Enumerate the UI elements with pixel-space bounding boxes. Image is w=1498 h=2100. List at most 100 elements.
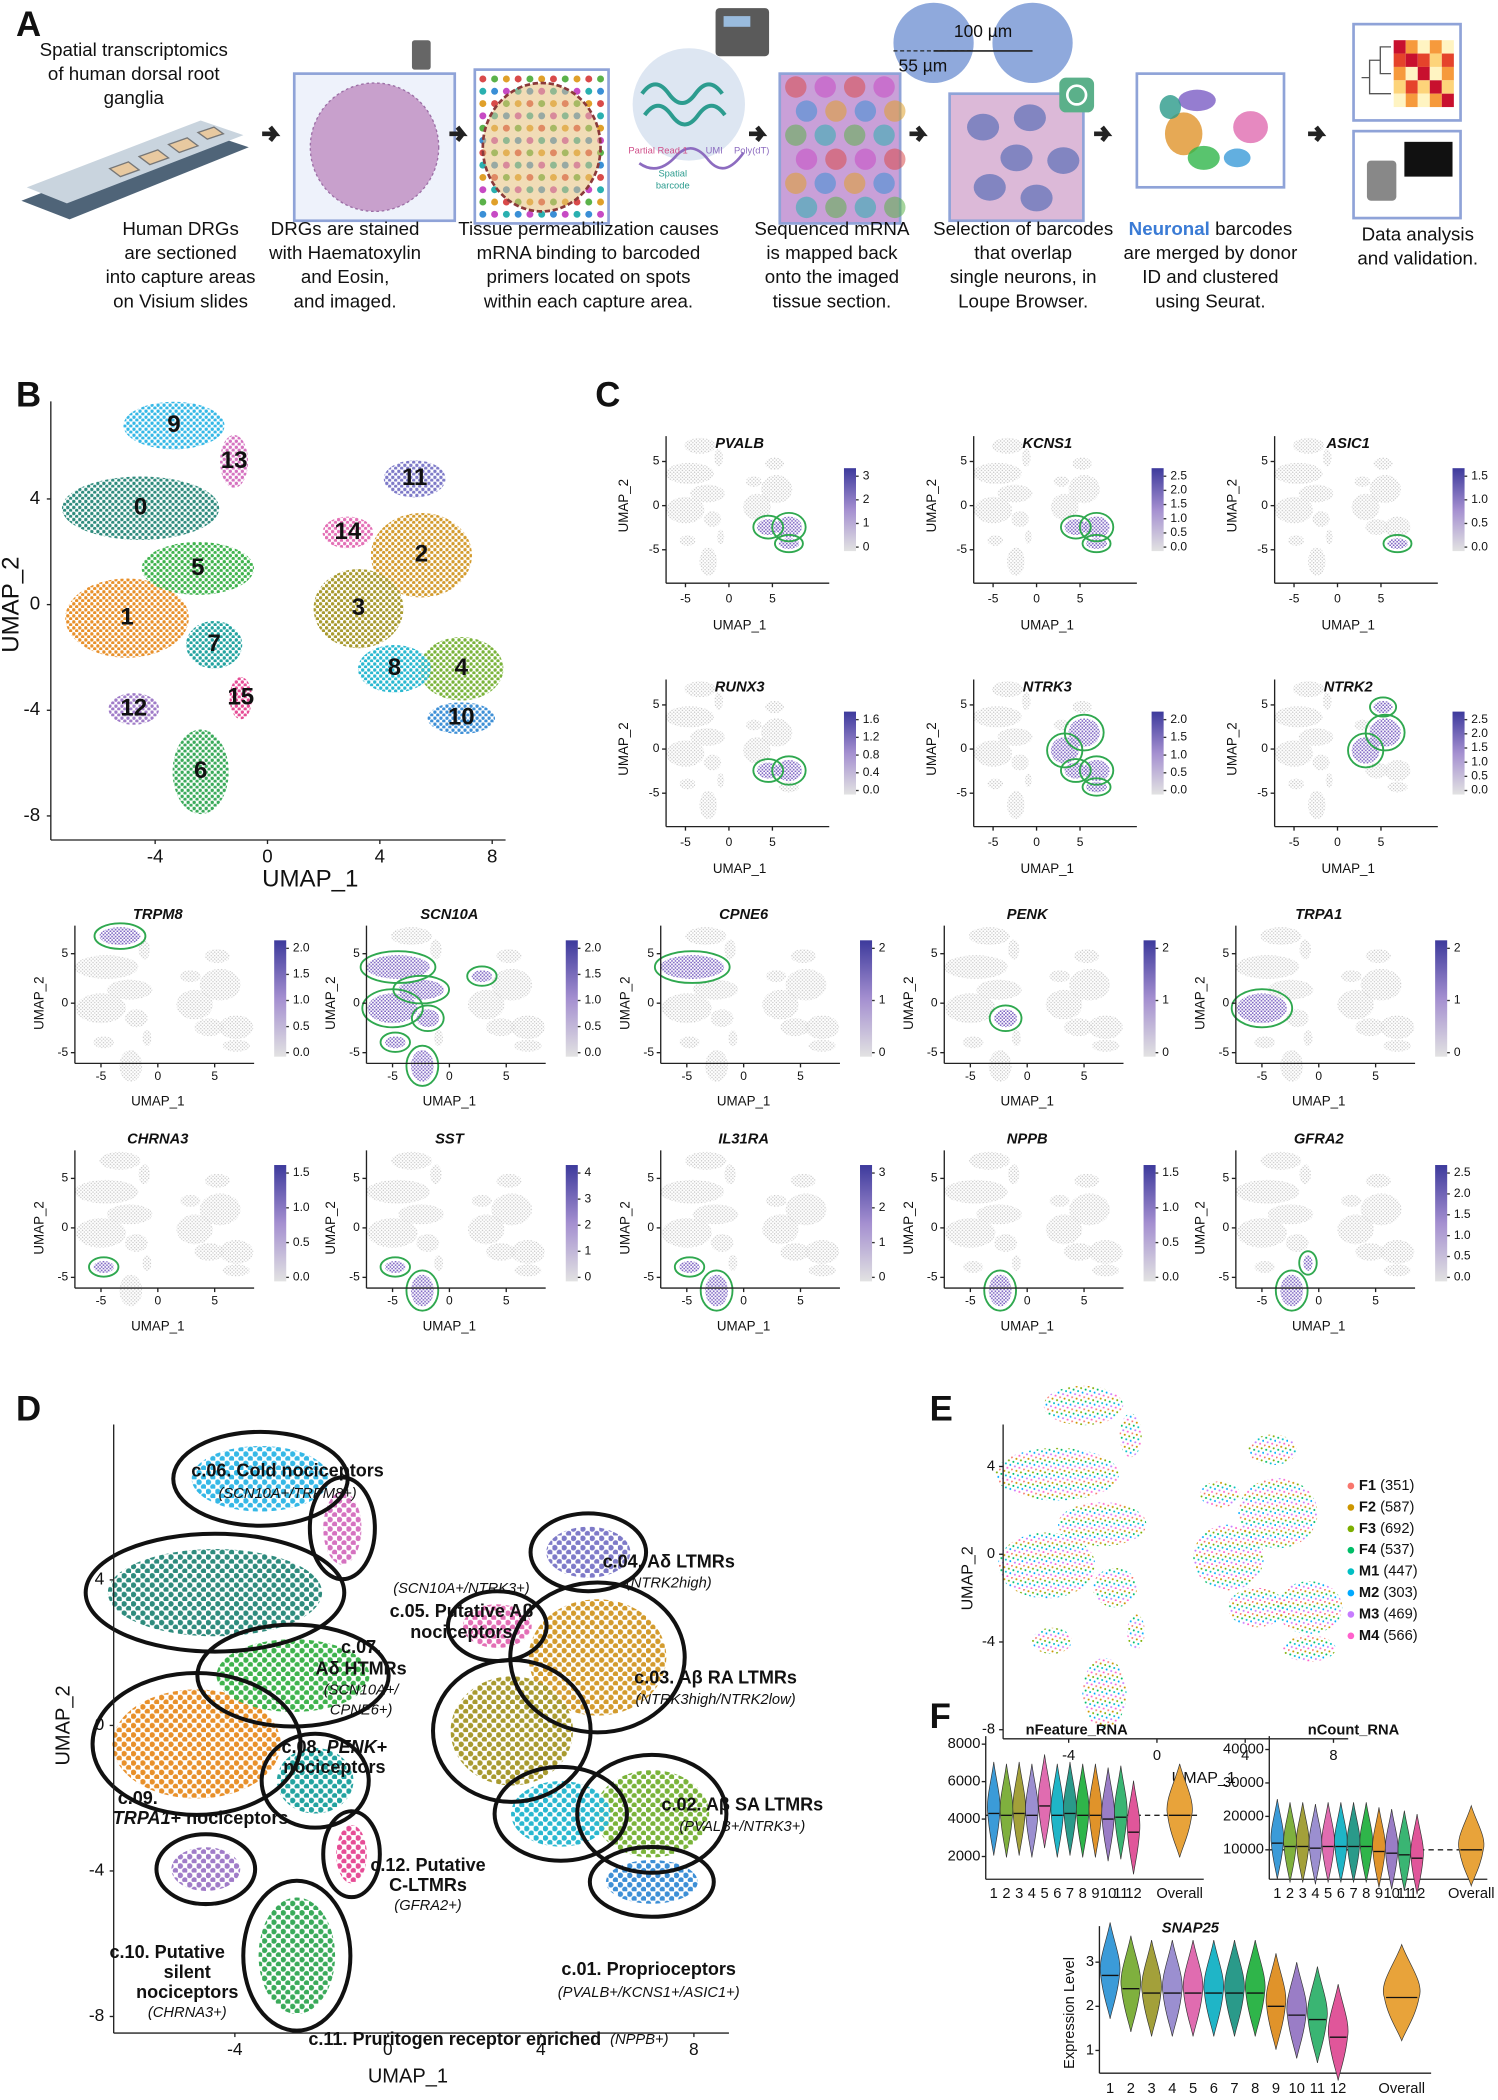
annotation: CPNE6+) <box>330 1703 393 1719</box>
legend-marker <box>1347 1568 1355 1575</box>
heat-cell <box>1429 80 1442 94</box>
expression-cloud <box>699 547 717 576</box>
expression-cloud <box>987 778 1004 790</box>
panel-letter: D <box>16 1390 41 1428</box>
scale-label: 100 µm <box>954 21 1012 41</box>
expression-cloud <box>1011 1255 1021 1271</box>
gene-title: NTRK2 <box>1324 679 1374 695</box>
x-tick-label: 8 <box>1362 1886 1370 1902</box>
colorbar-tick-label: 1.0 <box>1454 1228 1471 1242</box>
expression-cloud <box>988 1050 1012 1082</box>
expression-cloud <box>416 1009 440 1028</box>
step-caption: using Seurat. <box>1155 290 1265 311</box>
expression-cloud <box>665 462 714 485</box>
legend-count: (537) <box>1380 1542 1414 1558</box>
donor-cloud <box>1127 1614 1145 1650</box>
colorbar-tick-label: 2.0 <box>1170 483 1187 497</box>
x-axis-label: UMAP_1 <box>1000 1094 1053 1109</box>
cluster-outline <box>405 1044 440 1087</box>
cluster-outline <box>93 922 147 950</box>
x-tick-label: 1 <box>1106 2081 1114 2097</box>
tissue-outline <box>481 81 602 213</box>
violin <box>1270 1798 1285 1880</box>
expression-cloud <box>514 1039 542 1052</box>
colorbar <box>1151 468 1164 552</box>
y-tick-label: 0 <box>1222 1220 1229 1234</box>
expression-cloud <box>1254 1036 1275 1049</box>
expression-cloud <box>1360 1193 1402 1226</box>
y-axis-label: UMAP_2 <box>1193 976 1208 1029</box>
cluster-label: 0 <box>134 494 147 521</box>
cell <box>1013 104 1046 132</box>
x-tick-label: 7 <box>1349 1886 1357 1902</box>
spot <box>479 87 487 95</box>
x-axis-label: UMAP_1 <box>131 1094 184 1109</box>
expression-cloud <box>743 737 772 764</box>
mapped-spot <box>814 76 836 98</box>
expression-cloud <box>434 1030 444 1047</box>
heat-cell <box>1429 93 1442 108</box>
expression-cloud <box>491 968 533 1001</box>
expression-cloud <box>138 939 150 960</box>
spot <box>479 112 487 120</box>
expression-cloud <box>1236 1218 1287 1248</box>
annotation: c.03. Aβ RA LTMRs <box>634 1667 797 1687</box>
expression-cloud <box>514 1264 542 1277</box>
step-caption: barcodes <box>1215 218 1292 239</box>
x-tick-label: 5 <box>1077 591 1084 605</box>
mapped-spot <box>814 172 836 194</box>
expression-cloud <box>684 437 716 454</box>
cluster-cloud <box>594 1770 710 1858</box>
colorbar-tick-label: 0.5 <box>1454 1249 1471 1263</box>
colorbar <box>843 711 856 795</box>
y-tick-label: 0 <box>653 741 660 755</box>
cluster-cloud <box>323 1491 362 1565</box>
expression-cloud <box>660 1179 725 1204</box>
probe-label: Spatial <box>658 168 687 178</box>
gene-title: RUNX3 <box>715 679 766 695</box>
x-tick-label: -5 <box>680 835 691 849</box>
step-caption: Human DRGs <box>122 218 239 239</box>
violin <box>1099 1922 1121 2019</box>
colorbar-tick-label: 1.0 <box>293 1200 310 1214</box>
annotation: c.05. Putative Aβ <box>390 1601 534 1621</box>
violin <box>1327 1984 1349 2081</box>
x-tick-label: 0 <box>1334 591 1341 605</box>
x-tick-label: 12 <box>1409 1886 1425 1902</box>
mapped-spot <box>814 124 836 146</box>
spot <box>479 186 487 194</box>
expression-cloud <box>430 939 442 960</box>
annotation-segment: c.10. Putative <box>110 1942 225 1962</box>
y-tick-label: -5 <box>58 1270 69 1284</box>
x-tick-label: 8 <box>1079 1886 1087 1902</box>
colorbar-tick-label: 0.5 <box>1471 516 1488 530</box>
violin <box>1307 1966 1328 2063</box>
expression-cloud <box>204 949 230 964</box>
capture-area <box>137 149 170 166</box>
expression-cloud <box>219 1015 254 1040</box>
cluster-cloud <box>229 676 253 720</box>
donor-cloud <box>995 1447 1119 1501</box>
cluster-outline <box>83 1531 347 1654</box>
cluster-outline <box>983 1269 1017 1312</box>
y-tick-label: 2 <box>1086 1998 1094 2014</box>
legend-marker <box>1347 1632 1355 1640</box>
expression-cloud <box>1351 737 1380 764</box>
colorbar-tick-label: 0.5 <box>293 1235 310 1249</box>
plot-title: nFeature_RNA <box>1026 1723 1129 1739</box>
expression-cloud <box>1267 979 1314 1000</box>
x-tick-label: 0 <box>740 1069 747 1083</box>
loupe-icon-ring <box>1065 84 1088 106</box>
x-tick-label: 0 <box>1033 835 1040 849</box>
colorbar-tick-label: 4 <box>584 1165 591 1179</box>
colorbar-tick-label: 2.5 <box>1471 712 1488 726</box>
expression-cloud <box>1308 790 1326 820</box>
expression-cloud <box>703 754 722 771</box>
expression-cloud <box>714 692 723 711</box>
y-axis-label: UMAP_2 <box>0 556 24 652</box>
cluster-outline <box>1078 511 1115 543</box>
cluster-outline <box>361 988 424 1029</box>
expression-cloud <box>994 1234 1017 1252</box>
y-tick-label: 40000 <box>1223 1741 1264 1757</box>
legend-entry: F4 (537) <box>1359 1542 1415 1558</box>
